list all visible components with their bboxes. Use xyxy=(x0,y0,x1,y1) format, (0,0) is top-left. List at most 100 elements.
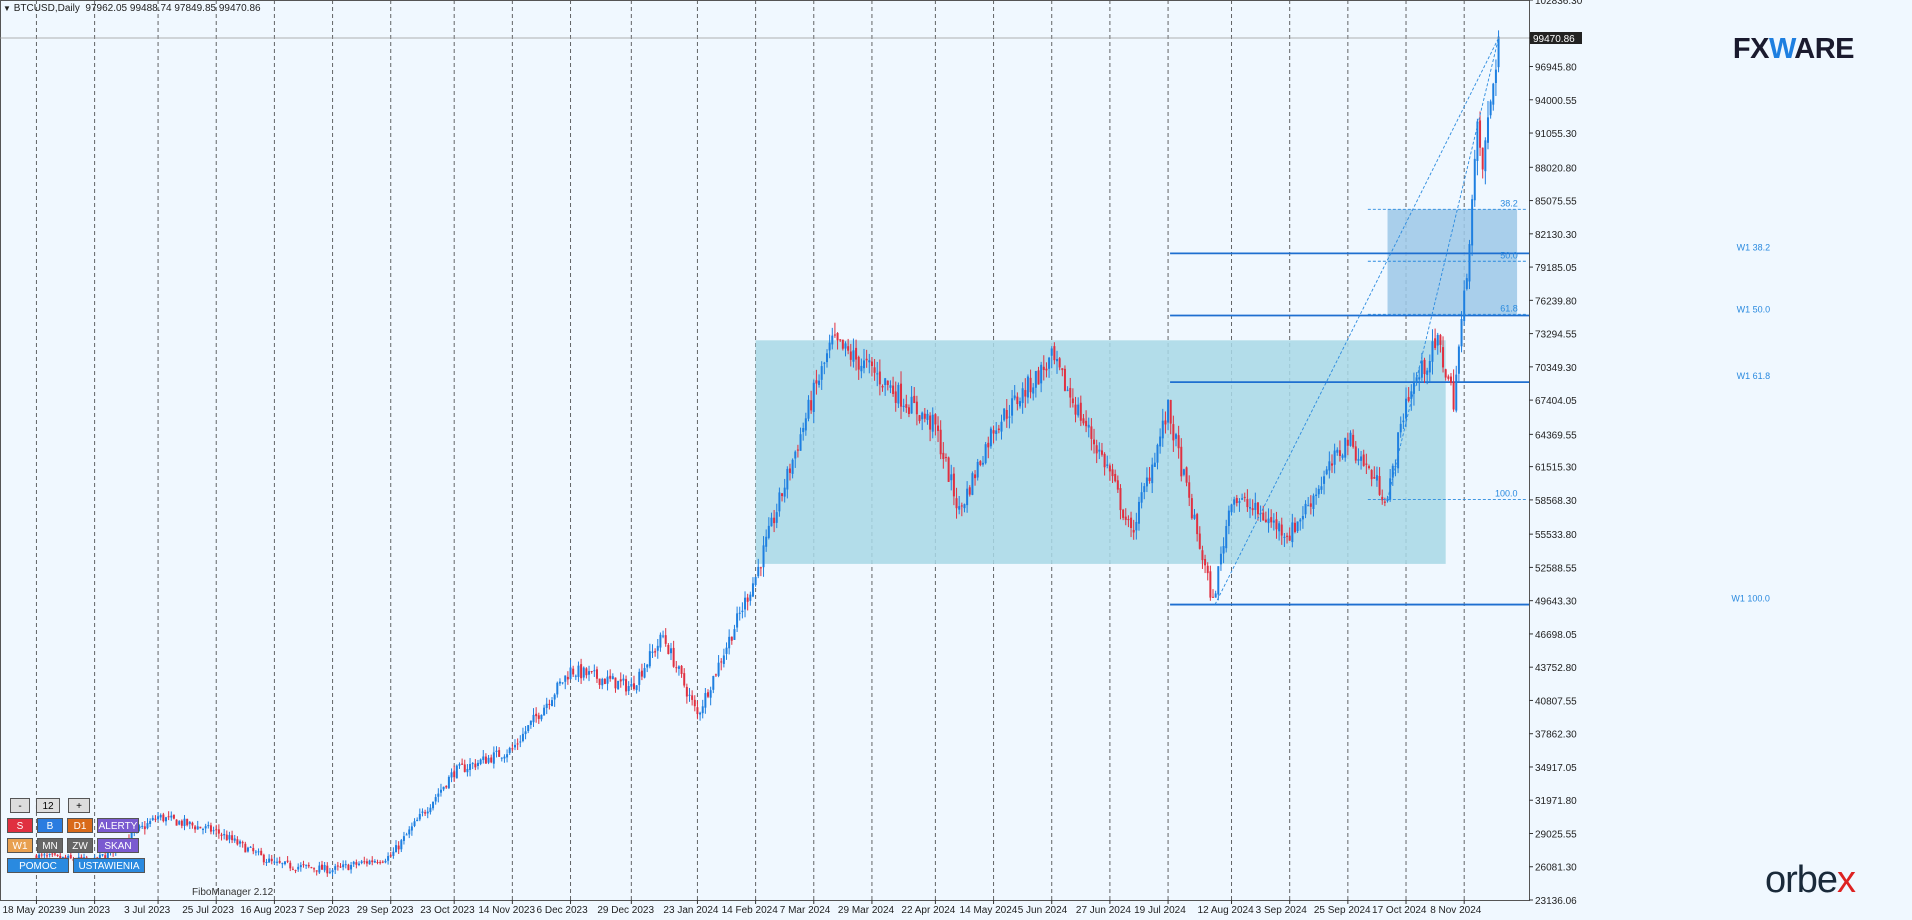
last-price-badge xyxy=(1530,32,1582,45)
candle-bear xyxy=(294,870,297,872)
candle-bear xyxy=(53,853,56,855)
candle-bull xyxy=(1320,486,1323,490)
candle-bear xyxy=(51,853,54,855)
candle-bull xyxy=(1056,358,1059,362)
candle-bear xyxy=(289,862,292,869)
x-tick-label: 29 Mar 2024 xyxy=(838,905,895,916)
candle-bull xyxy=(1344,437,1347,458)
candle-bear xyxy=(1180,446,1183,477)
candle-bull xyxy=(1153,462,1156,467)
zw-button[interactable]: ZW xyxy=(67,838,93,853)
settings-button[interactable]: USTAWIENIA xyxy=(73,858,145,873)
buy-button[interactable]: B xyxy=(37,818,63,833)
w1-button[interactable]: W1 xyxy=(7,838,33,853)
alerts-button[interactable]: ALERTY xyxy=(97,818,139,833)
candle-bear xyxy=(1148,477,1151,481)
x-tick-label: 29 Sep 2023 xyxy=(357,905,414,916)
candle-bear xyxy=(1069,387,1072,398)
swing-line xyxy=(1387,37,1499,500)
candle-bull xyxy=(995,430,998,435)
candle-bear xyxy=(796,449,799,451)
candle-bear xyxy=(1016,396,1019,405)
sell-button[interactable]: S xyxy=(7,818,33,833)
candle-bull xyxy=(823,362,826,364)
candle-bull xyxy=(897,384,900,404)
candle-bear xyxy=(625,679,628,692)
candle-bear xyxy=(1058,358,1061,368)
candle-bull xyxy=(503,756,506,759)
candle-bull xyxy=(635,685,638,691)
candle-bull xyxy=(1402,420,1405,423)
candle-bear xyxy=(1119,488,1122,511)
candle-bear xyxy=(326,865,329,874)
candle-bull xyxy=(754,577,757,586)
candle-bull xyxy=(728,636,731,649)
d1-button[interactable]: D1 xyxy=(67,818,93,833)
candle-bull xyxy=(545,703,548,708)
increase-button[interactable]: + xyxy=(68,798,90,813)
candle-bull xyxy=(648,651,651,667)
decrease-button[interactable]: - xyxy=(10,798,30,813)
count-field[interactable]: 12 xyxy=(36,798,60,813)
candle-bear xyxy=(175,819,178,826)
candle-bull xyxy=(257,851,260,853)
candle-bull xyxy=(276,861,279,863)
candle-bear xyxy=(1114,473,1117,482)
candle-bull xyxy=(733,629,736,640)
candle-bear xyxy=(1122,509,1125,518)
candle-bull xyxy=(966,488,969,506)
x-tick-label: 9 Jun 2023 xyxy=(61,905,111,916)
candle-bear xyxy=(696,707,699,715)
candle-bull xyxy=(1418,377,1421,380)
candle-bull xyxy=(701,706,704,714)
candle-bear xyxy=(1262,512,1265,521)
candle-bull xyxy=(699,712,702,715)
candle-bull xyxy=(413,821,416,826)
candle-bull xyxy=(350,864,353,870)
candle-bear xyxy=(199,826,202,829)
scan-button[interactable]: SKAN xyxy=(97,838,139,853)
candle-bear xyxy=(365,861,368,864)
candle-bear xyxy=(1251,508,1254,511)
candle-bear xyxy=(833,334,836,336)
y-tick-label: 52588.55 xyxy=(1535,563,1577,574)
candle-bear xyxy=(691,695,694,700)
candle-bear xyxy=(598,678,601,685)
y-tick-label: 61515.30 xyxy=(1535,463,1577,474)
candle-bull xyxy=(588,671,591,675)
x-tick-label: 8 Nov 2024 xyxy=(1430,905,1482,916)
candle-bull xyxy=(1486,117,1489,143)
candle-bull xyxy=(1468,244,1471,282)
candle-bull xyxy=(1301,515,1304,520)
candle-bear xyxy=(1132,529,1135,533)
candle-bull xyxy=(368,860,371,865)
mn-button[interactable]: MN xyxy=(37,838,63,853)
candle-bull xyxy=(1026,376,1029,398)
candle-bear xyxy=(320,864,323,870)
candle-bull xyxy=(358,863,361,865)
candle-bull xyxy=(950,474,953,481)
candle-bull xyxy=(1489,101,1492,116)
candle-bull xyxy=(508,747,511,754)
candle-bull xyxy=(1238,501,1241,503)
candle-bear xyxy=(1185,467,1188,483)
candle-bull xyxy=(1278,523,1281,532)
candle-bull xyxy=(521,733,524,742)
candle-bull xyxy=(204,826,207,829)
candle-bear xyxy=(1362,454,1365,466)
candle-bear xyxy=(1169,399,1172,424)
candle-bull xyxy=(228,835,231,840)
x-tick-label: 23 Jan 2024 xyxy=(663,905,718,916)
candle-bear xyxy=(987,442,990,448)
help-button[interactable]: POMOC xyxy=(7,858,69,873)
candle-bull xyxy=(659,634,662,648)
candle-bear xyxy=(997,428,1000,431)
candle-bull xyxy=(1272,520,1275,523)
dropdown-triangle-icon[interactable]: ▼ xyxy=(3,4,11,13)
candle-bull xyxy=(741,610,744,613)
candle-bull xyxy=(802,428,805,433)
candle-bull xyxy=(617,680,620,690)
candle-bear xyxy=(291,868,294,870)
candle-bull xyxy=(408,829,411,835)
